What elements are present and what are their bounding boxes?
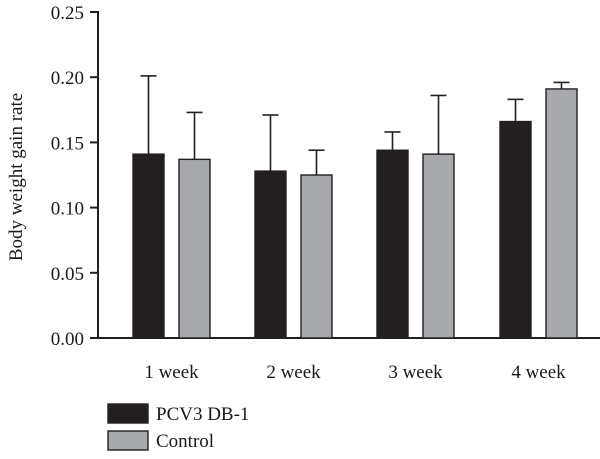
x-tick-label: 1 week (144, 362, 199, 383)
legend-swatch-pcv3-db-1 (107, 403, 149, 424)
bar-control-2 (300, 174, 333, 339)
legend-swatch-control (107, 430, 149, 451)
x-ticks: 1 week 2 week 3 week 4 week (144, 362, 566, 383)
bar-control-4 (545, 88, 578, 339)
y-axis-title: Body weight gain rate (6, 93, 27, 261)
legend: PCV3 DB-1 Control (107, 403, 249, 452)
legend-label-pcv3-db-1: PCV3 DB-1 (156, 404, 249, 425)
y-ticks: 0.00 0.05 0.10 0.15 0.20 0.25 (51, 3, 98, 350)
legend-label-control: Control (156, 431, 214, 452)
x-tick-label: 2 week (266, 362, 321, 383)
bar-control-3 (422, 153, 455, 339)
bar-control-1 (178, 158, 211, 339)
bar-pcv3-db-1-1 (132, 153, 165, 339)
bar-pcv3-db-1-2 (254, 170, 287, 339)
y-tick-label: 0.05 (51, 264, 84, 285)
y-tick-label: 0.25 (51, 3, 84, 24)
y-tick-label: 0.10 (51, 199, 84, 220)
x-tick-label: 4 week (511, 362, 566, 383)
bar-pcv3-db-1-3 (376, 149, 409, 339)
bars (132, 88, 578, 339)
y-tick-label: 0.00 (51, 329, 84, 350)
y-axis-title-group: Body weight gain rate (6, 93, 27, 261)
bar-pcv3-db-1-4 (499, 120, 532, 339)
error-bars (140, 75, 570, 175)
y-tick-label: 0.20 (51, 68, 84, 89)
x-tick-label: 3 week (388, 362, 443, 383)
y-tick-label: 0.15 (51, 133, 84, 154)
